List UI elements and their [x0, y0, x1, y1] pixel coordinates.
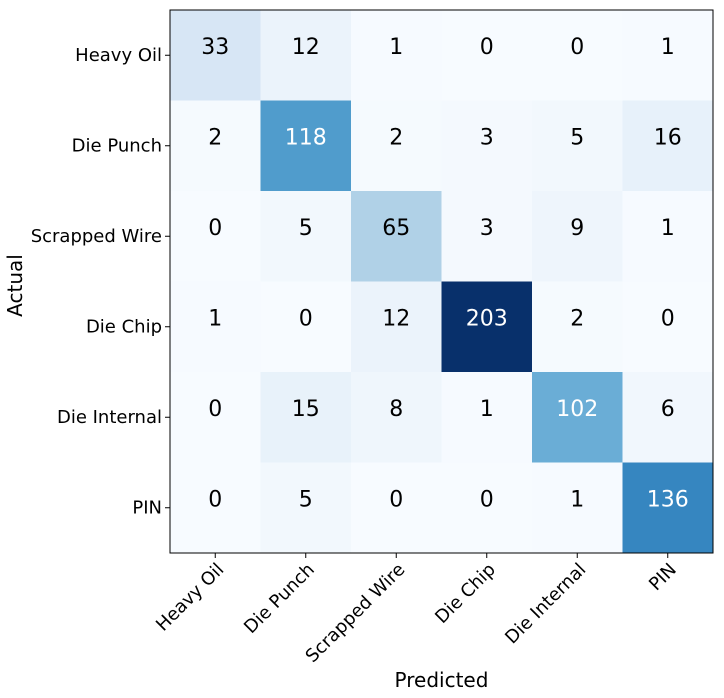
cell-value-label: 0 — [389, 487, 403, 512]
cell-value-label: 2 — [389, 125, 403, 150]
cell-value-label: 0 — [208, 487, 222, 512]
heatmap-cell — [532, 281, 623, 373]
cell-value-label: 0 — [570, 35, 584, 60]
heatmap-cell — [622, 462, 714, 554]
heatmap-cell — [351, 372, 442, 463]
cell-value-label: 118 — [285, 125, 327, 150]
heatmap-cell — [622, 100, 714, 192]
heatmap-cell — [351, 191, 442, 282]
heatmap-cells — [170, 10, 714, 554]
heatmap-cell — [532, 100, 623, 192]
x-tick-label: Heavy Oil — [152, 559, 228, 635]
cell-value-label: 8 — [389, 397, 403, 422]
heatmap-cell — [441, 191, 533, 282]
cell-value-label: 1 — [661, 35, 675, 60]
heatmap-cell — [260, 191, 352, 282]
cell-value-label: 33 — [201, 35, 229, 60]
heatmap-cell — [351, 462, 442, 554]
heatmap-cell — [441, 281, 533, 373]
x-tick-label: Scrapped Wire — [302, 559, 410, 667]
cell-value-label: 0 — [208, 216, 222, 241]
cell-value-label: 102 — [556, 397, 598, 422]
x-tick-label: Die Punch — [240, 559, 319, 638]
heatmap-cell — [351, 281, 442, 373]
y-tick-label: Die Internal — [57, 407, 162, 428]
heatmap-cell — [170, 191, 261, 282]
heatmap-cell — [622, 281, 714, 373]
cell-value-label: 0 — [661, 306, 675, 331]
heatmap-cell — [622, 10, 714, 101]
plot-frame — [169, 9, 714, 554]
heatmap-cell — [170, 372, 261, 463]
cell-value-label: 5 — [299, 487, 313, 512]
heatmap-cell — [441, 372, 533, 463]
heatmap-cell — [532, 10, 623, 101]
cell-value-label: 2 — [570, 306, 584, 331]
cell-value-label: 16 — [654, 125, 682, 150]
heatmap-cell — [441, 462, 533, 554]
heatmap-cell — [441, 10, 533, 101]
cell-value-label: 1 — [661, 216, 675, 241]
cell-value-label: 12 — [292, 35, 320, 60]
heatmap-cell — [170, 100, 261, 192]
cell-value-label: 136 — [647, 487, 689, 512]
x-axis-label: Predicted — [395, 668, 489, 692]
y-tick-label: Die Punch — [72, 135, 162, 156]
cell-value-label: 15 — [292, 397, 320, 422]
heatmap-cell — [441, 100, 533, 192]
y-tick-label: Die Chip — [86, 316, 162, 337]
heatmap-cell — [260, 372, 352, 463]
cell-value-label: 12 — [382, 306, 410, 331]
cell-value-label: 0 — [480, 35, 494, 60]
cell-value-label: 1 — [570, 487, 584, 512]
cell-value-label: 1 — [208, 306, 222, 331]
heatmap-cell — [622, 372, 714, 463]
heatmap-cell — [260, 10, 352, 101]
x-tick-label: Die Internal — [501, 559, 590, 648]
heatmap-cell — [351, 10, 442, 101]
cell-value-label: 3 — [480, 216, 494, 241]
cell-value-label: 5 — [299, 216, 313, 241]
cell-value-label: 65 — [382, 216, 410, 241]
cell-value-label: 2 — [208, 125, 222, 150]
cell-value-label: 0 — [208, 397, 222, 422]
heatmap-cell — [532, 372, 623, 463]
heatmap-cell — [260, 100, 352, 192]
cell-value-labels: 33 12 1 0 0 12 118 2 3 5 160 5 65 3 9 11 0 12 203 2 00 15 8 1 10… — [201, 35, 689, 513]
cell-value-label: 0 — [480, 487, 494, 512]
x-tick-label: PIN — [645, 559, 681, 595]
heatmap-cell — [170, 10, 261, 101]
y-tick-label: Scrapped Wire — [31, 226, 162, 247]
heatmap-cell — [351, 100, 442, 192]
y-tick-label: Heavy Oil — [75, 45, 162, 66]
heatmap-cell — [260, 462, 352, 554]
heatmap-cell — [260, 281, 352, 373]
cell-value-label: 0 — [299, 306, 313, 331]
x-tick-label: Die Chip — [431, 559, 500, 628]
heatmap-cell — [170, 462, 261, 554]
cell-value-label: 203 — [466, 306, 508, 331]
cell-value-label: 6 — [661, 397, 675, 422]
heatmap-cell — [532, 462, 623, 554]
cell-value-label: 3 — [480, 125, 494, 150]
y-axis-ticks: Heavy Oil Die Punch Scrapped Wire Die Chip D… — [31, 45, 170, 518]
y-axis-label: Actual — [3, 254, 27, 317]
heatmap-cell — [532, 191, 623, 282]
cell-value-label: 5 — [570, 125, 584, 150]
y-tick-label: PIN — [132, 497, 162, 518]
heatmap-cell — [170, 281, 261, 373]
cell-value-label: 9 — [570, 216, 584, 241]
cell-value-label: 1 — [480, 397, 494, 422]
heatmap-cell — [622, 191, 714, 282]
cell-value-label: 1 — [389, 35, 403, 60]
